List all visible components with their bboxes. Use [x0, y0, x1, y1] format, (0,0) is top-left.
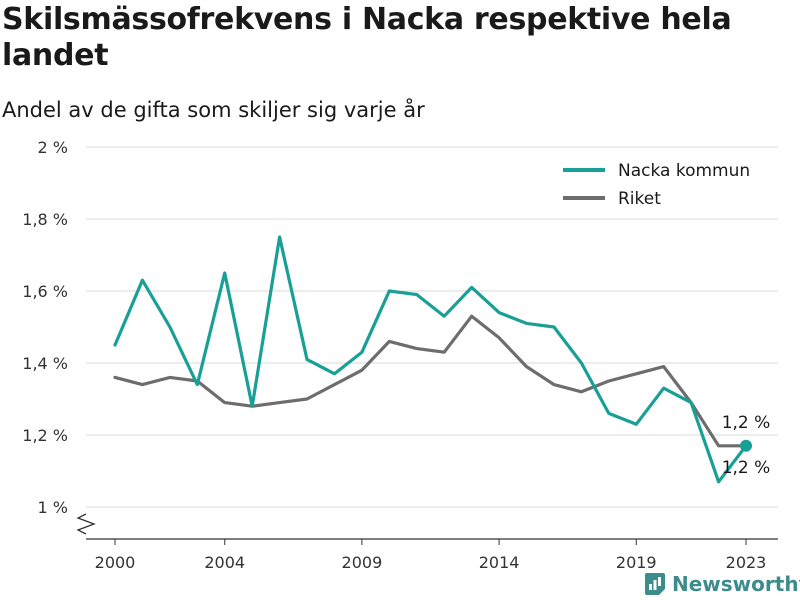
x-tick-label: 2000 [95, 553, 136, 572]
y-tick-label: 1,4 % [22, 354, 68, 373]
y-tick-label: 1 % [38, 498, 68, 517]
y-tick-label: 2 % [38, 138, 68, 157]
y-axis-ticks: 2 % 1,8 % 1,6 % 1,4 % 1,2 % 1 % [22, 138, 68, 517]
x-tick-label: 2023 [726, 553, 767, 572]
x-axis-ticks: 2000 2004 2009 2014 2019 2023 [95, 539, 767, 572]
x-tick-label: 2019 [616, 553, 657, 572]
legend-label: Nacka kommun [618, 161, 750, 181]
brand: Newsworthy [644, 569, 800, 599]
chart-subtitle: Andel av de gifta som skiljer sig varje … [2, 98, 425, 122]
end-label-nacka: 1,2 % [722, 413, 771, 433]
series-lines [113, 235, 752, 484]
legend-label: Riket [618, 189, 661, 209]
y-tick-label: 1,6 % [22, 282, 68, 301]
brand-name: Newsworthy [672, 572, 800, 596]
chart-title: Skilsmässofrekvens i Nacka respektive he… [2, 2, 732, 73]
y-tick-label: 1,8 % [22, 210, 68, 229]
end-label-riket: 1,2 % [722, 458, 771, 478]
gridlines [86, 146, 778, 508]
x-tick-label: 2004 [204, 553, 245, 572]
series-line [113, 314, 748, 448]
series-line [113, 235, 748, 484]
end-labels: 1,2 % 1,2 % [722, 413, 771, 478]
newsworthy-logo-icon [645, 573, 665, 595]
y-tick-label: 1,2 % [22, 426, 68, 445]
end-point-marker [740, 439, 752, 452]
x-tick-label: 2009 [342, 553, 383, 572]
x-axis [76, 513, 778, 540]
axis-break-icon [76, 513, 96, 535]
x-tick-label: 2014 [479, 553, 520, 572]
legend: Nacka kommun Riket [563, 161, 750, 209]
